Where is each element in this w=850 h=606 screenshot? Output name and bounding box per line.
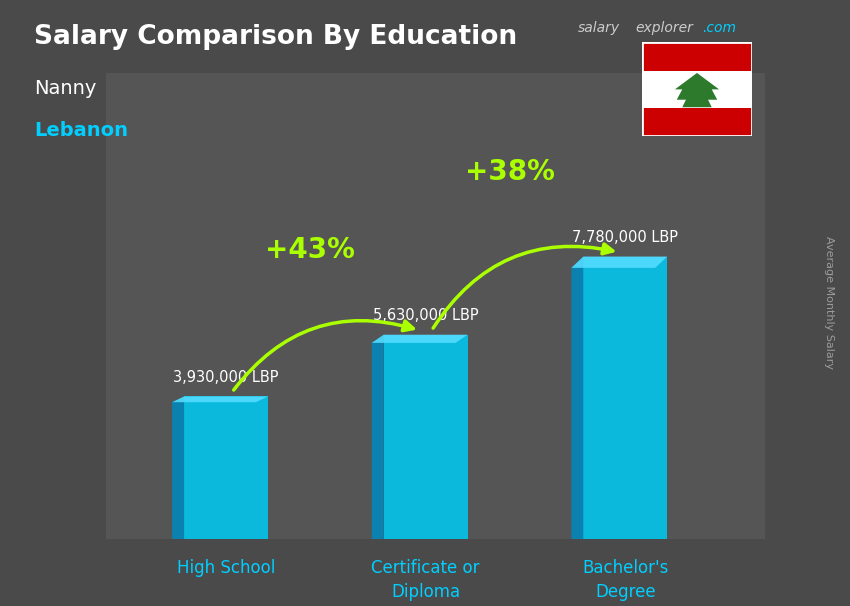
Bar [642,70,752,108]
Bar [383,335,468,539]
Bar [642,42,752,70]
Text: +38%: +38% [465,158,554,185]
Text: Nanny: Nanny [34,79,96,98]
Bar [642,108,752,136]
Text: .com: .com [702,21,736,35]
Text: Certificate or
Diploma: Certificate or Diploma [371,559,480,601]
Polygon shape [172,396,268,402]
Text: Salary Comparison By Education: Salary Comparison By Education [34,24,517,50]
Text: +43%: +43% [265,236,354,264]
Text: Average Monthly Salary: Average Monthly Salary [824,236,834,370]
Text: 5,630,000 LBP: 5,630,000 LBP [373,308,479,324]
Polygon shape [172,396,184,539]
Polygon shape [371,335,468,343]
Text: High School: High School [177,559,275,577]
Bar [583,256,667,539]
Bar [106,73,765,539]
Text: 7,780,000 LBP: 7,780,000 LBP [572,230,678,245]
Text: Bachelor's
Degree: Bachelor's Degree [582,559,668,601]
Polygon shape [675,73,719,107]
Text: Lebanon: Lebanon [34,121,128,140]
Text: explorer: explorer [636,21,694,35]
Text: salary: salary [578,21,620,35]
Polygon shape [371,335,383,539]
Polygon shape [571,256,583,539]
Polygon shape [571,256,667,268]
Text: 3,930,000 LBP: 3,930,000 LBP [173,370,279,385]
Bar [184,396,268,539]
